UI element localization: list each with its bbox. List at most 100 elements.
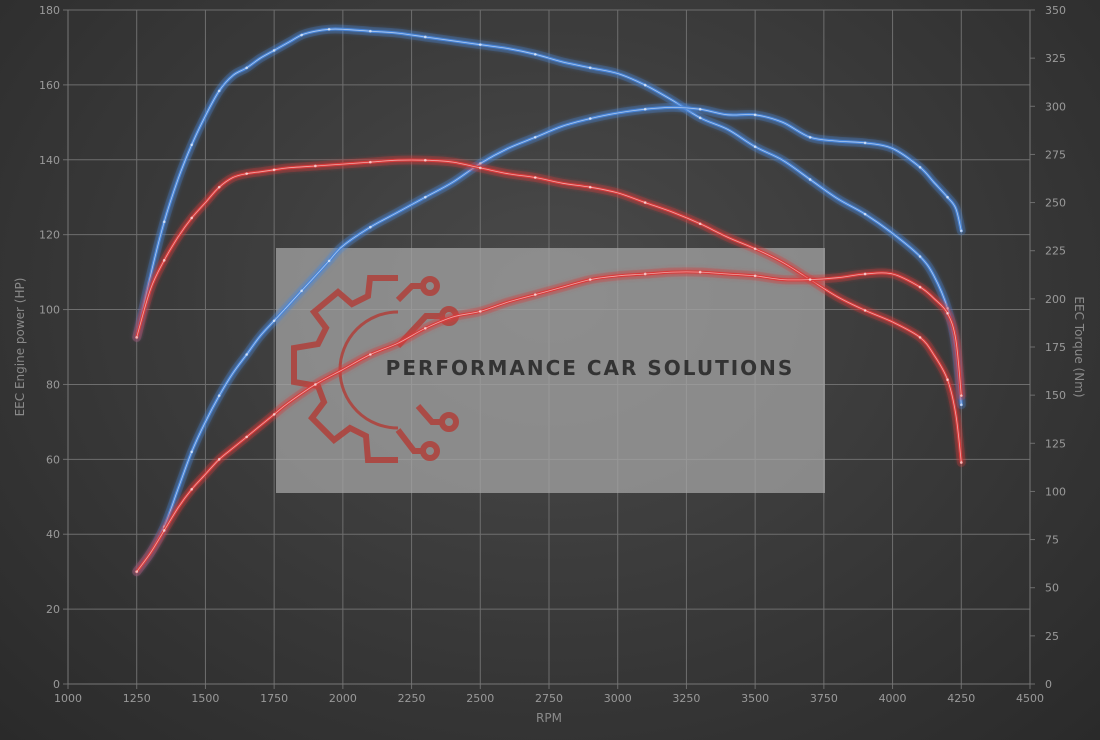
y-left-tick-label: 60 xyxy=(46,453,60,466)
circuit-node-icon xyxy=(420,276,440,296)
series-0 xyxy=(132,24,966,410)
y-left-tick-label: 20 xyxy=(46,603,60,616)
series-point xyxy=(643,83,647,87)
series-line-highlight xyxy=(136,159,962,463)
x-tick-label: 3250 xyxy=(672,692,700,705)
series-point xyxy=(533,293,537,296)
series-point xyxy=(698,107,702,111)
series-point xyxy=(217,185,221,189)
series-point xyxy=(533,52,537,56)
series-point xyxy=(698,270,702,274)
series-point xyxy=(272,168,276,172)
series-point xyxy=(533,136,537,139)
x-tick-label: 3750 xyxy=(810,692,838,705)
series-point xyxy=(918,285,922,289)
series-point xyxy=(753,145,757,149)
series-point xyxy=(424,326,427,330)
series-point xyxy=(424,35,427,39)
x-tick-label: 2500 xyxy=(466,692,494,705)
series-point xyxy=(190,487,193,491)
x-tick-label: 4500 xyxy=(1016,692,1044,705)
series-point xyxy=(808,278,812,281)
series-point xyxy=(698,116,702,120)
half-gear-icon xyxy=(291,275,398,463)
series-point xyxy=(863,309,867,312)
series-point xyxy=(369,160,372,164)
series-point xyxy=(918,255,922,258)
series-point xyxy=(424,195,427,199)
series-point xyxy=(245,435,248,439)
series-point xyxy=(753,113,757,117)
series-point xyxy=(588,66,592,70)
watermark: PERFORMANCE CAR SOLUTIONS xyxy=(276,248,825,493)
series-point xyxy=(424,158,427,162)
y-left-tick-label: 40 xyxy=(46,528,60,541)
series-point xyxy=(245,66,248,70)
y-left-tick-label: 100 xyxy=(39,304,60,317)
series-point xyxy=(327,259,331,263)
series-2 xyxy=(132,155,966,467)
right-axis-label: EEC Torque (Nm) xyxy=(1072,296,1086,397)
y-left-tick-label: 120 xyxy=(39,229,60,242)
series-point xyxy=(300,33,303,37)
watermark-text: PERFORMANCE CAR SOLUTIONS xyxy=(386,356,795,380)
y-left-tick-label: 160 xyxy=(39,79,60,92)
series-point xyxy=(135,336,139,339)
series-point xyxy=(959,229,963,233)
series-point xyxy=(643,201,647,204)
x-tick-label: 2000 xyxy=(329,692,357,705)
series-point xyxy=(863,272,867,276)
series-point xyxy=(946,195,949,199)
series-point xyxy=(753,274,757,278)
y-right-tick-label: 300 xyxy=(1045,100,1066,113)
y-right-tick-label: 100 xyxy=(1045,485,1066,498)
series-point xyxy=(217,394,221,397)
series-point xyxy=(245,172,248,175)
circuit-node-icon xyxy=(420,441,440,461)
circuit-trace-icon xyxy=(395,313,442,349)
series-point xyxy=(588,185,592,189)
series-point xyxy=(863,141,867,145)
series-1 xyxy=(132,102,966,577)
y-right-tick-label: 175 xyxy=(1045,341,1066,354)
series-point xyxy=(190,143,193,147)
series-point xyxy=(272,49,276,52)
series-3 xyxy=(132,267,966,577)
y-left-tick-label: 180 xyxy=(39,4,60,17)
series-point xyxy=(643,107,647,111)
y-left-tick-label: 0 xyxy=(53,678,60,691)
series-point xyxy=(369,225,372,229)
series-point xyxy=(300,289,303,293)
x-tick-label: 2750 xyxy=(535,692,563,705)
x-tick-label: 1000 xyxy=(54,692,82,705)
series-point xyxy=(946,307,949,310)
series-point xyxy=(245,353,248,356)
series-point xyxy=(162,529,166,532)
series-point xyxy=(918,336,922,339)
series-point xyxy=(918,165,922,169)
y-right-tick-label: 275 xyxy=(1045,148,1066,161)
series-point xyxy=(478,166,482,170)
y-right-tick-label: 150 xyxy=(1045,389,1066,402)
series-point xyxy=(327,27,331,31)
series-point xyxy=(190,450,193,454)
series-point xyxy=(478,43,482,46)
y-right-tick-label: 350 xyxy=(1045,4,1066,17)
series-layer xyxy=(132,24,966,577)
series-point xyxy=(959,394,963,397)
series-point xyxy=(478,310,482,313)
series-point xyxy=(217,458,221,461)
grid xyxy=(67,9,1031,685)
left-axis: 0 20 40 60 80 100 120 140 160 180 xyxy=(39,4,69,691)
series-point xyxy=(272,319,276,323)
series-point xyxy=(808,136,812,139)
series-point xyxy=(643,272,647,276)
circuit-trace-icon xyxy=(415,404,442,425)
series-line-highlight xyxy=(136,271,962,572)
x-tick-label: 4250 xyxy=(947,692,975,705)
series-point xyxy=(753,247,757,251)
series-point xyxy=(959,403,963,407)
series-point xyxy=(698,222,702,226)
